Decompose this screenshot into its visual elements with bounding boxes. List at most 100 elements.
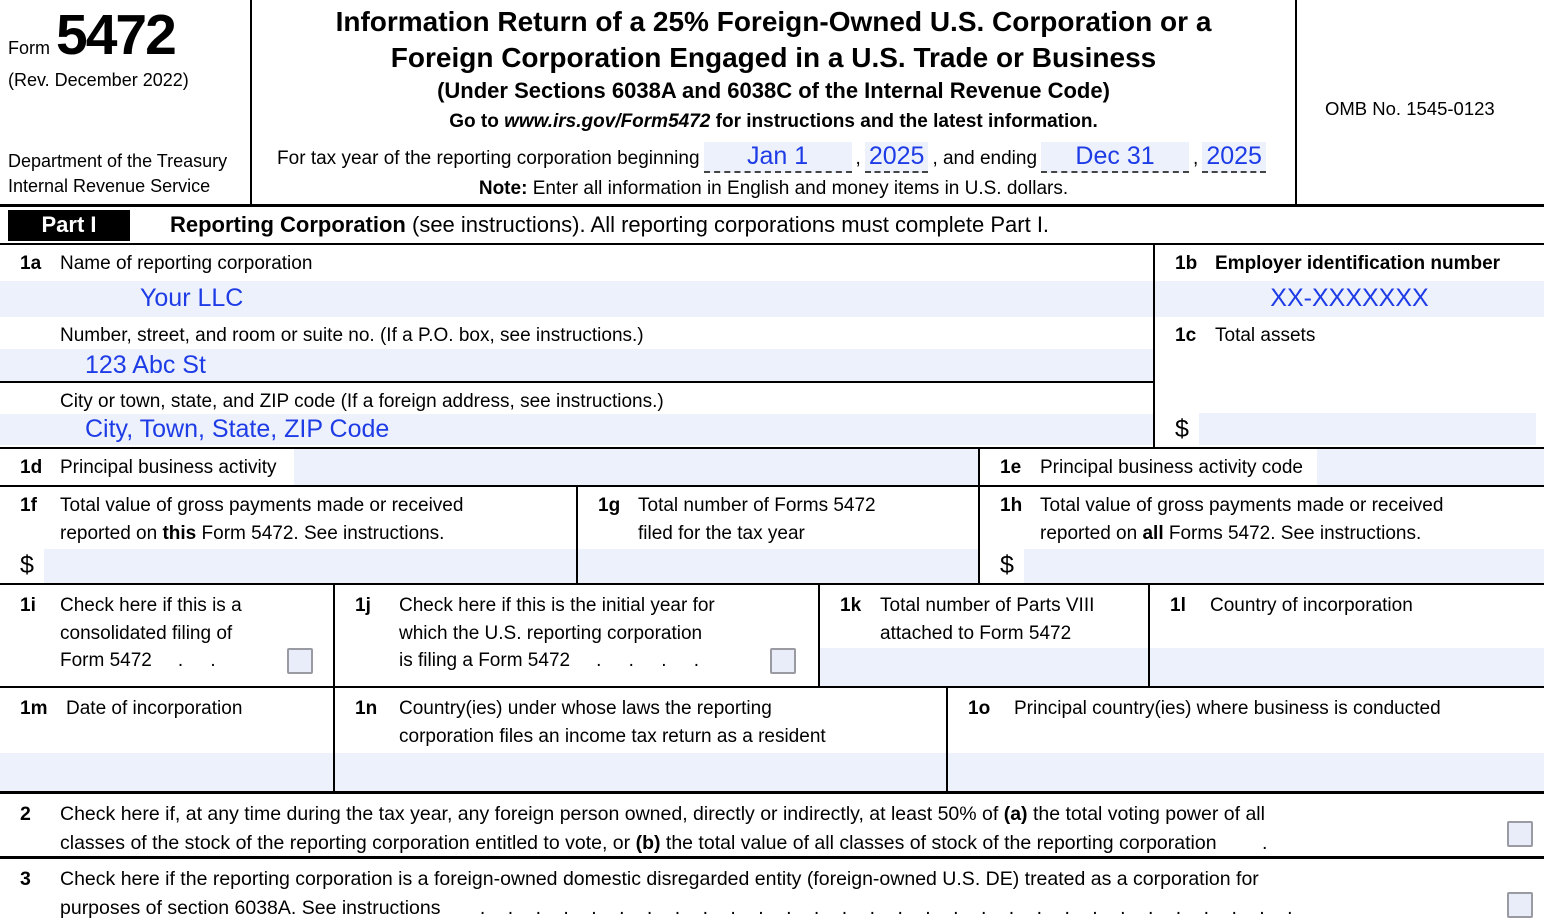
field-1i-label-line1: Check here if this is a: [60, 595, 242, 616]
parts-viii-count-input[interactable]: [820, 648, 1148, 686]
field-1i-cell: 1i Check here if this is a consolidated …: [0, 585, 335, 686]
note-line: Note: Enter all information in English a…: [252, 178, 1295, 200]
form-word: Form: [8, 38, 50, 58]
field-1g-label-line2: filed for the tax year: [638, 522, 805, 544]
field-1e-label-row: 1e Principal business activity code: [980, 449, 1309, 485]
line-3-text: 3 Check here if the reporting corporatio…: [0, 859, 1544, 922]
forms-count-input[interactable]: [578, 549, 978, 583]
gross-payments-all-input[interactable]: [1023, 549, 1544, 583]
field-1h-label-line2b: Forms 5472. See instructions.: [1168, 522, 1422, 544]
field-1h-amount-row: $: [980, 549, 1544, 583]
country-incorporation-input[interactable]: [1150, 648, 1544, 686]
field-1b-cell: 1b Employer identification number XX-XXX…: [1155, 245, 1544, 317]
field-1i-label: Check here if this is a consolidated fil…: [60, 592, 327, 675]
field-1a-number: 1a: [20, 253, 42, 274]
field-1c-amount-row: $: [1155, 413, 1544, 445]
line-2-label: Check here if, at any time during the ta…: [60, 800, 1267, 859]
irs-form-url: www.irs.gov/Form5472: [504, 110, 711, 132]
end-year-input[interactable]: 2025: [1202, 141, 1266, 173]
consolidated-filing-checkbox[interactable]: [287, 647, 313, 674]
row-1f-1g-1h: 1f Total value of gross payments made or…: [0, 487, 1544, 585]
field-1l-label-row: 1l Country of incorporation: [1150, 585, 1544, 620]
field-1k-number: 1k: [840, 595, 862, 616]
row-1i-1j-1k-1l: 1i Check here if this is a consolidated …: [0, 585, 1544, 688]
field-1j-number: 1j: [355, 595, 371, 616]
field-1o-label: Principal country(ies) where business is…: [1014, 698, 1441, 719]
field-1m-label: Date of incorporation: [66, 698, 243, 719]
field-1c-label: Total assets: [1215, 325, 1316, 346]
header-omb-block: OMB No. 1545-0123: [1297, 0, 1544, 204]
row-address-1c: Number, street, and room or suite no. (I…: [0, 317, 1544, 449]
field-1f-number: 1f: [20, 495, 37, 516]
part1-tab: Part I: [8, 209, 130, 241]
field-1d-cell: 1d Principal business activity: [0, 449, 980, 485]
line-3-text-a: Check here if the reporting corporation …: [60, 868, 1259, 890]
field-1b-number: 1b: [1175, 253, 1198, 274]
line-3-text-b: purposes of section 6038A. See instructi…: [60, 897, 441, 920]
field-1k-cell: 1k Total number of Parts VIII attached t…: [820, 585, 1150, 686]
line-3-label: Check here if the reporting corporation …: [60, 865, 1293, 922]
field-1o-number: 1o: [968, 698, 991, 719]
field-1g-cell: 1g Total number of Forms 5472 filed for …: [578, 487, 980, 583]
field-1j-label-line2: which the U.S. reporting corporation: [399, 622, 703, 644]
city-input[interactable]: City, Town, State, ZIP Code: [0, 414, 1153, 445]
note-label: Note:: [478, 177, 528, 199]
form-subtitle: (Under Sections 6038A and 6038C of the I…: [437, 77, 1110, 103]
line-3-number: 3: [20, 868, 31, 890]
field-1n-cell: 1n Country(ies) under whose laws the rep…: [335, 688, 948, 791]
field-1d-number: 1d: [20, 457, 43, 478]
field-1i-number: 1i: [20, 595, 36, 616]
field-1f-label-row: 1f Total value of gross payments made or…: [0, 487, 576, 547]
note-text: Enter all information in English and mon…: [532, 177, 1069, 199]
line-2-bold-b: (b): [635, 832, 661, 855]
name-input[interactable]: Your LLC: [0, 281, 1153, 317]
tax-year-comma2: ,: [1193, 147, 1199, 169]
tax-residence-country-input[interactable]: [335, 753, 946, 791]
part1-heading: Reporting Corporation (see instructions)…: [170, 212, 1049, 238]
field-1f-amount-row: $: [0, 549, 576, 583]
row-1m-1n-1o: 1m Date of incorporation 1n Country(ies)…: [0, 688, 1544, 794]
field-1f-label-this: this: [162, 522, 197, 544]
business-activity-code-input[interactable]: [1316, 449, 1544, 485]
field-1c-label-row: 1c Total assets: [1155, 317, 1544, 350]
field-1h-label-row: 1h Total value of gross payments made or…: [980, 487, 1544, 547]
form-number: 5472: [56, 3, 177, 67]
form-title-line2: Foreign Corporation Engaged in a U.S. Tr…: [390, 41, 1157, 73]
field-1h-cell: 1h Total value of gross payments made or…: [980, 487, 1544, 583]
field-1o-label-row: 1o Principal country(ies) where business…: [948, 688, 1544, 723]
foreign-person-50pct-checkbox[interactable]: [1507, 821, 1533, 847]
agency-line2: Internal Revenue Service: [8, 175, 211, 196]
form-title: Information Return of a 25% Foreign-Owne…: [252, 4, 1295, 76]
total-assets-input[interactable]: [1198, 413, 1536, 445]
field-1b-label-row: 1b Employer identification number: [1155, 245, 1544, 281]
business-activity-input[interactable]: [294, 449, 978, 485]
ein-input[interactable]: XX-XXXXXXX: [1155, 281, 1544, 317]
city-label: City or town, state, and ZIP code (If a …: [60, 391, 664, 412]
goto-suffix: for instructions and the latest informat…: [715, 110, 1098, 132]
field-1b-label: Employer identification number: [1215, 253, 1501, 274]
date-incorporation-input[interactable]: [0, 753, 333, 791]
field-1j-cell: 1j Check here if this is the initial yea…: [335, 585, 820, 686]
end-date-input[interactable]: Dec 31: [1041, 141, 1190, 173]
field-1h-dollar-sign: $: [1000, 551, 1014, 579]
line-2-text-b: the total voting power of all: [1032, 803, 1265, 825]
address-cells: Number, street, and room or suite no. (I…: [0, 317, 1155, 447]
business-country-input[interactable]: [948, 753, 1544, 791]
field-1f-label-line2b: Form 5472. See instructions.: [201, 522, 445, 544]
tax-year-comma1: ,: [855, 147, 861, 169]
field-1k-label-row: 1k Total number of Parts VIII attached t…: [820, 585, 1148, 647]
gross-payments-this-input[interactable]: [43, 549, 576, 583]
field-1e-number: 1e: [1000, 457, 1022, 478]
omb-number: OMB No. 1545-0123: [1325, 98, 1495, 119]
foreign-owned-de-checkbox[interactable]: [1507, 892, 1533, 918]
begin-date-input[interactable]: Jan 1: [703, 141, 852, 173]
field-1a-cell: 1a Name of reporting corporation Your LL…: [0, 245, 1155, 317]
field-1l-number: 1l: [1170, 595, 1186, 616]
field-1i-label-row: 1i Check here if this is a consolidated …: [0, 585, 333, 675]
field-1f-label-line1: Total value of gross payments made or re…: [60, 495, 464, 516]
tax-year-mid-text: , and ending: [932, 147, 1038, 169]
field-1o-cell: 1o Principal country(ies) where business…: [948, 688, 1544, 791]
street-input[interactable]: 123 Abc St: [0, 349, 1153, 381]
initial-year-checkbox[interactable]: [770, 647, 796, 674]
begin-year-input[interactable]: 2025: [864, 141, 929, 173]
